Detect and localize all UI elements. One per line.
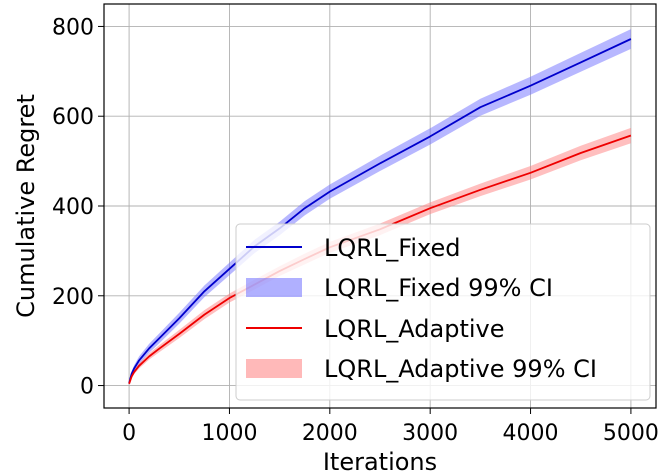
legend-label-fixed-ci: LQRL_Fixed 99% CI	[324, 274, 553, 302]
y-tick-label: 600	[52, 105, 94, 130]
grid-lines	[104, 4, 656, 408]
legend-label-fixed: LQRL_Fixed	[324, 234, 461, 262]
x-tick-label: 1000	[201, 421, 257, 446]
x-tick-label: 0	[122, 421, 136, 446]
y-tick-label: 200	[52, 285, 94, 310]
legend-swatch-adaptive-ci	[246, 359, 302, 378]
legend-label-adaptive-ci: LQRL_Adaptive 99% CI	[324, 355, 597, 383]
y-tick-label: 800	[52, 15, 94, 40]
x-axis-label: Iterations	[323, 448, 437, 472]
y-axis-label: Cumulative Regret	[12, 94, 40, 318]
lqrl-fixed-ci-band	[129, 29, 631, 385]
x-tick-label: 2000	[302, 421, 358, 446]
x-tick-label: 4000	[503, 421, 559, 446]
y-tick-label: 400	[52, 195, 94, 220]
legend-swatch-fixed-ci	[246, 278, 302, 297]
y-tick-label: 0	[80, 375, 94, 400]
legend: LQRL_Fixed LQRL_Fixed 99% CI LQRL_Adapti…	[235, 223, 651, 401]
legend-box	[235, 223, 651, 401]
x-tick-label: 5000	[603, 421, 659, 446]
x-tick-label: 3000	[402, 421, 458, 446]
legend-label-adaptive: LQRL_Adaptive	[324, 315, 505, 343]
axis-ticks: 0 1000 2000 3000 4000 5000 0 200 400 600 800	[52, 15, 659, 446]
